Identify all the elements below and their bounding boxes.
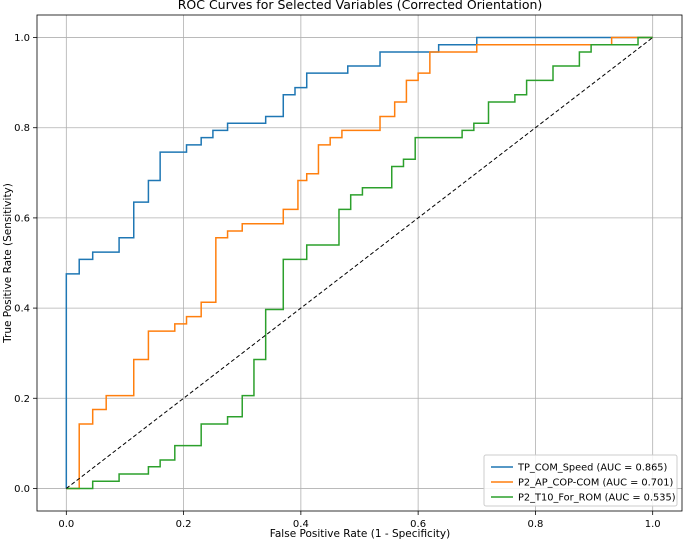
x-tick-label: 0.8 [527,519,543,530]
series-line-0 [65,36,653,489]
x-axis-label: False Positive Rate (1 - Specificity) [270,528,450,540]
legend-box [483,454,678,507]
legend-label: P2_T10_For_ROM (AUC = 0.535) [518,493,676,504]
y-tick-label: 1.0 [14,33,30,44]
y-tick-label: 0.2 [14,394,30,405]
y-tick-label: 0.8 [14,123,30,134]
series-line-2 [66,36,653,490]
y-tick-label: 0.0 [14,484,30,495]
x-tick-label: 0.6 [410,519,426,530]
legend-label: P2_AP_COP-COM (AUC = 0.701) [518,478,673,489]
x-tick-label: 1.0 [645,519,661,530]
y-axis-label: True Positive Rate (Sensitivity) [2,183,14,344]
legend-items: TP_COM_Speed (AUC = 0.865) P2_AP_COP-COM … [491,463,676,504]
y-tick-label: 0.4 [14,304,30,315]
legend-label: TP_COM_Speed (AUC = 0.865) [517,463,667,474]
x-tick-label: 0.4 [293,519,309,530]
x-tick-label: 0.0 [58,519,74,530]
x-tick-label: 0.2 [176,519,192,530]
plot-frame [36,14,683,512]
grid [37,15,682,511]
series-line-1 [66,36,653,490]
chart-title: ROC Curves for Selected Variables (Corre… [178,0,543,12]
y-axis-ticks: 0.0 0.2 0.4 0.6 0.8 1.0 [14,33,37,495]
legend: TP_COM_Speed (AUC = 0.865) P2_AP_COP-COM … [483,454,678,507]
y-tick-label: 0.6 [14,213,30,224]
series-group [65,36,653,490]
plot-area: 0.0 0.2 0.4 0.6 0.8 1.0 0.0 0.2 0.4 0.6 0.8 1.0 [14,14,683,530]
x-axis-ticks: 0.0 0.2 0.4 0.6 0.8 1.0 [58,511,661,530]
